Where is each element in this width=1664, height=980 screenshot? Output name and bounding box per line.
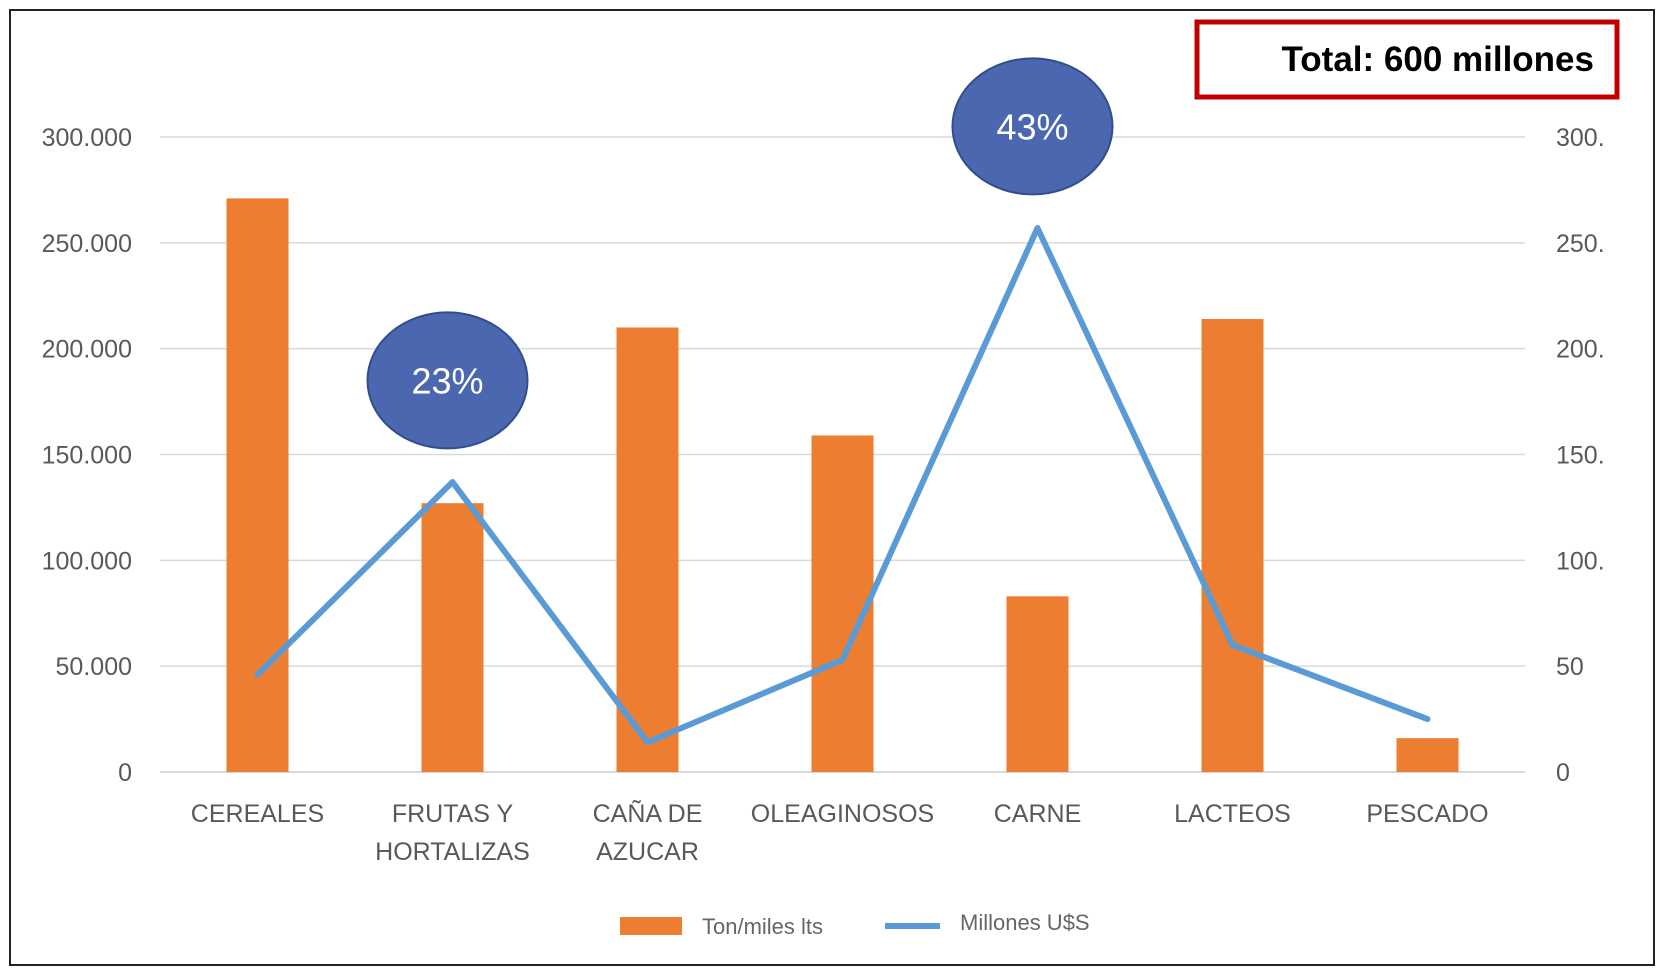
x-axis-tick-label: LACTEOS [1174, 800, 1291, 828]
callout-border [1194, 19, 1620, 100]
x-axis-tick-label: PESCADO [1366, 800, 1488, 828]
legend-label-bars: Ton/miles lts [702, 914, 823, 939]
bar [1006, 596, 1069, 772]
legend-swatch-bars [620, 917, 682, 935]
right-axis-tick-label: 300. [1556, 124, 1605, 152]
annotations: 23% 43% [366, 57, 1114, 450]
bar [1396, 738, 1459, 772]
callout-box: Total: 600 millones [1194, 19, 1620, 100]
line-series [254, 225, 1431, 746]
annotation-label: 23% [411, 360, 483, 401]
left-axis-tick-label: 300.000 [42, 124, 132, 152]
annotation-bubble [951, 57, 1114, 196]
right-axis-tick-label: 150. [1556, 442, 1605, 470]
right-axis-tick-label: 50 [1556, 653, 1584, 681]
right-axis-tick-label: 100. [1556, 547, 1605, 575]
left-y-axis: 0 50.000 100.000 150.000 200.000 250.000 300.0… [42, 124, 132, 787]
left-axis-tick-label: 250.000 [42, 230, 132, 258]
left-axis-tick-label: 0 [118, 759, 132, 787]
x-axis-tick-label: CARNE [994, 800, 1082, 828]
bar-series [226, 198, 1459, 773]
left-axis-tick-label: 150.000 [42, 442, 132, 470]
left-axis-tick-label: 100.000 [42, 547, 132, 575]
right-axis-tick-label: 250. [1556, 230, 1605, 258]
bar [1201, 319, 1264, 772]
annotation-label: 43% [996, 106, 1068, 147]
x-axis-tick-label: OLEAGINOSOS [751, 800, 934, 828]
x-axis: CEREALES FRUTAS Y HORTALIZAS CAÑA DE AZUCAR O… [191, 799, 1489, 866]
bar [421, 503, 484, 772]
legend-label-line: Millones U$S [960, 910, 1090, 935]
left-axis-tick-label: 50.000 [56, 653, 132, 681]
x-axis-tick-label: AZUCAR [596, 838, 699, 866]
callout-text: Total: 600 millones [1282, 40, 1595, 79]
bar [226, 198, 289, 773]
bar [811, 435, 874, 772]
annotation-bubble [366, 311, 529, 450]
legend: Ton/miles lts Millones U$S [620, 910, 1090, 939]
line-series-path [254, 225, 1431, 746]
right-axis-tick-label: 0 [1556, 759, 1570, 787]
x-axis-tick-label: FRUTAS Y [392, 800, 514, 828]
x-axis-tick-label: CEREALES [191, 800, 324, 828]
left-axis-tick-label: 200.000 [42, 336, 132, 364]
x-axis-tick-label: CAÑA DE [593, 799, 703, 828]
x-axis-tick-label: HORTALIZAS [375, 838, 530, 866]
bar [616, 327, 679, 772]
right-axis-tick-label: 200. [1556, 336, 1605, 364]
right-y-axis: 0 50 100. 150. 200. 250. 300. [1556, 124, 1605, 787]
